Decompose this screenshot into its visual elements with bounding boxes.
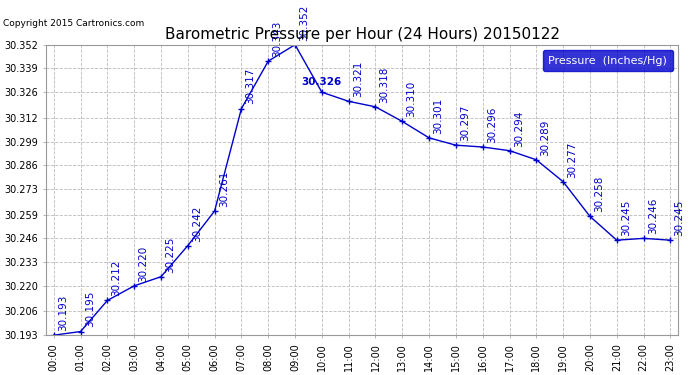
Text: 30.294: 30.294	[514, 110, 524, 147]
Text: 30.245: 30.245	[621, 200, 631, 236]
Text: 30.258: 30.258	[594, 176, 604, 212]
Text: 30.212: 30.212	[112, 260, 121, 296]
Text: 30.301: 30.301	[433, 98, 443, 134]
Legend: Pressure  (Inches/Hg): Pressure (Inches/Hg)	[543, 50, 673, 71]
Text: 30.318: 30.318	[380, 66, 390, 103]
Text: 30.242: 30.242	[192, 205, 202, 242]
Text: 30.246: 30.246	[648, 198, 658, 234]
Text: 30.326: 30.326	[302, 76, 342, 87]
Text: 30.310: 30.310	[406, 81, 417, 117]
Text: 30.277: 30.277	[567, 141, 578, 178]
Text: 30.195: 30.195	[85, 291, 95, 327]
Text: 30.297: 30.297	[460, 105, 470, 141]
Text: 30.296: 30.296	[487, 106, 497, 143]
Text: Copyright 2015 Cartronics.com: Copyright 2015 Cartronics.com	[3, 19, 145, 28]
Text: 30.220: 30.220	[138, 246, 148, 282]
Text: 30.245: 30.245	[675, 200, 684, 236]
Text: 30.317: 30.317	[246, 68, 255, 105]
Text: 30.321: 30.321	[353, 61, 363, 97]
Text: 30.193: 30.193	[58, 295, 68, 331]
Text: 30.352: 30.352	[299, 4, 309, 40]
Text: 30.225: 30.225	[165, 236, 175, 273]
Title: Barometric Pressure per Hour (24 Hours) 20150122: Barometric Pressure per Hour (24 Hours) …	[165, 27, 560, 42]
Text: 30.261: 30.261	[219, 170, 229, 207]
Text: 30.289: 30.289	[540, 119, 551, 156]
Text: 30.343: 30.343	[273, 21, 282, 57]
